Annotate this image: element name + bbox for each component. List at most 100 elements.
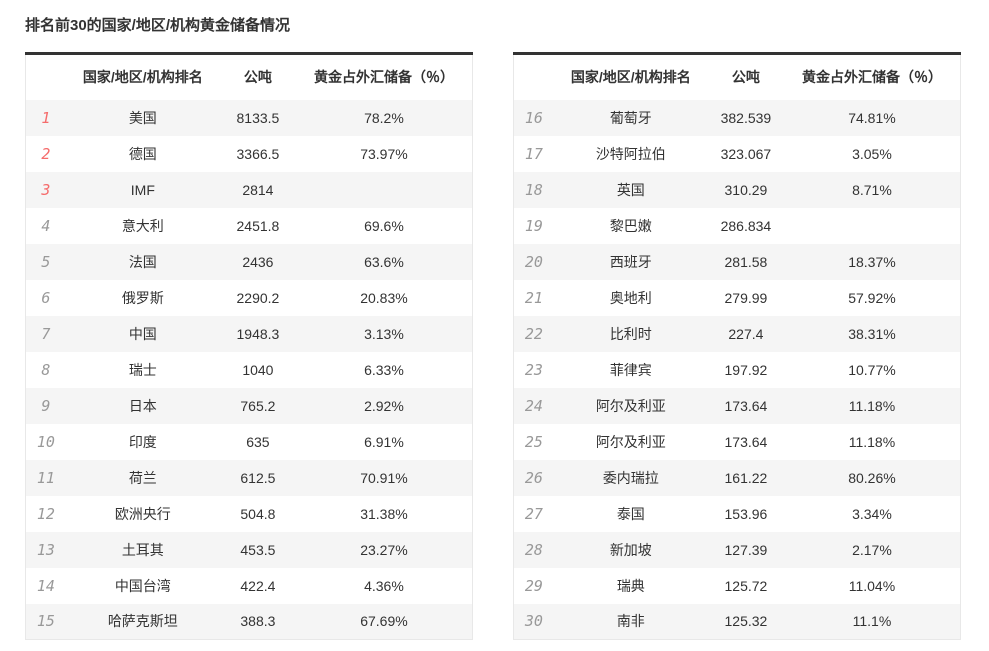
table-row: 14 中国台湾 422.4 4.36% [26, 568, 473, 604]
tonnes-cell: 153.96 [724, 505, 768, 522]
tonnes-column-header: 公吨 [219, 53, 296, 100]
percent-cell: 11.04% [848, 577, 896, 594]
percent-cell: 57.92% [848, 289, 896, 306]
tonnes-cell: 323.067 [720, 145, 772, 162]
percent-cell: 3.13% [295, 315, 473, 352]
percent-cell: 31.38% [360, 505, 408, 522]
rank-cell: 7 [25, 315, 66, 352]
rank-cell: 10 [36, 432, 55, 451]
table-row: 21 奥地利 279.99 57.92% [514, 280, 961, 316]
rank-cell: 3 [25, 171, 66, 208]
percent-cell: 74.81% [783, 99, 961, 136]
tonnes-cell: 635 [246, 433, 270, 450]
percent-cell: 67.69% [295, 603, 473, 640]
tonnes-cell: 765.2 [219, 387, 296, 424]
country-name-cell: 土耳其 [65, 531, 220, 568]
country-name-cell: 菲律宾 [609, 361, 652, 378]
country-name-cell: 新加坡 [553, 531, 708, 568]
percent-cell: 78.2% [295, 99, 473, 136]
country-name-cell: 印度 [128, 433, 157, 450]
table-row: 18 英国 310.29 8.71% [513, 171, 961, 208]
tonnes-cell: 173.64 [724, 433, 768, 450]
table-row: 9 日本 765.2 2.92% [25, 387, 473, 424]
tonnes-cell: 382.539 [707, 99, 784, 136]
percent-cell: 2.92% [295, 387, 473, 424]
rank-column-header [513, 53, 554, 100]
country-name-cell: 南非 [553, 603, 708, 640]
table-body: 16 葡萄牙 382.539 74.81% 17 沙特阿拉伯 323.067 3… [513, 99, 961, 640]
rank-cell: 24 [513, 387, 554, 424]
tonnes-cell: 197.92 [724, 361, 768, 378]
rank-cell: 8 [41, 360, 51, 379]
percent-cell [295, 171, 473, 208]
table-row: 7 中国 1948.3 3.13% [25, 315, 473, 352]
tonnes-cell: 281.58 [707, 243, 784, 280]
rank-cell: 6 [41, 288, 51, 307]
table-row: 20 西班牙 281.58 18.37% [513, 243, 961, 280]
tonnes-cell: 125.32 [707, 603, 784, 640]
percent-cell: 11.1% [783, 603, 961, 640]
country-name-cell: 德国 [128, 145, 157, 162]
rank-cell: 23 [524, 360, 543, 379]
table-row: 1 美国 8133.5 78.2% [25, 99, 473, 136]
table-row: 27 泰国 153.96 3.34% [514, 496, 961, 532]
rank-cell: 4 [41, 216, 51, 235]
tables-wrapper: 国家/地区/机构排名 公吨 黄金占外汇储备（％） 1 美国 8133.5 78.… [25, 52, 989, 640]
percent-cell: 2.17% [783, 531, 961, 568]
table-row: 11 荷兰 612.5 70.91% [25, 459, 473, 496]
country-name-cell: 西班牙 [553, 243, 708, 280]
percent-cell: 10.77% [848, 361, 896, 378]
rank-cell: 17 [524, 144, 543, 163]
percent-cell: 38.31% [783, 315, 961, 352]
table-row: 15 哈萨克斯坦 388.3 67.69% [25, 603, 473, 640]
country-name-cell: 黎巴嫩 [609, 217, 652, 234]
rank-cell: 22 [513, 315, 554, 352]
country-name-cell: 美国 [65, 99, 220, 136]
header-row: 国家/地区/机构排名 公吨 黄金占外汇储备（％） [513, 53, 961, 100]
tonnes-cell: 453.5 [219, 531, 296, 568]
tonnes-cell: 3366.5 [236, 145, 280, 162]
country-name-cell: 日本 [65, 387, 220, 424]
tonnes-cell: 504.8 [240, 505, 276, 522]
country-name-cell: 中国台湾 [114, 577, 171, 594]
percent-cell: 11.18% [848, 433, 896, 450]
tonnes-cell: 2451.8 [236, 217, 280, 234]
country-name-cell: 欧洲央行 [114, 505, 171, 522]
percent-cell: 4.36% [364, 577, 404, 594]
tonnes-cell: 286.834 [720, 217, 772, 234]
rank-cell: 27 [524, 504, 543, 523]
table-row: 8 瑞士 1040 6.33% [26, 352, 473, 388]
tonnes-cell: 2814 [219, 171, 296, 208]
tonnes-cell: 127.39 [707, 531, 784, 568]
table-row: 4 意大利 2451.8 69.6% [26, 208, 473, 244]
rank-cell: 28 [513, 531, 554, 568]
tonnes-cell: 310.29 [707, 171, 784, 208]
table-row: 25 阿尔及利亚 173.64 11.18% [514, 424, 961, 460]
table-row: 16 葡萄牙 382.539 74.81% [513, 99, 961, 136]
country-name-cell: 瑞士 [128, 361, 157, 378]
country-name-cell: 哈萨克斯坦 [65, 603, 220, 640]
rank-cell: 20 [513, 243, 554, 280]
percent-cell: 73.97% [360, 145, 408, 162]
country-name-cell: 比利时 [553, 315, 708, 352]
table-row: 17 沙特阿拉伯 323.067 3.05% [514, 136, 961, 172]
tonnes-cell: 8133.5 [219, 99, 296, 136]
table-row: 22 比利时 227.4 38.31% [513, 315, 961, 352]
country-name-cell: 法国 [65, 243, 220, 280]
tonnes-cell: 612.5 [219, 459, 296, 496]
rank-cell: 26 [513, 459, 554, 496]
table-row: 28 新加坡 127.39 2.17% [513, 531, 961, 568]
table-row: 3 IMF 2814 [25, 171, 473, 208]
gold-reserves-table-ranks-1-15: 国家/地区/机构排名 公吨 黄金占外汇储备（％） 1 美国 8133.5 78.… [25, 52, 473, 640]
tonnes-cell: 125.72 [724, 577, 768, 594]
table-row: 10 印度 635 6.91% [26, 424, 473, 460]
rank-cell: 14 [36, 576, 55, 595]
country-name-cell: 中国 [65, 315, 220, 352]
rank-cell: 19 [524, 216, 543, 235]
percent-cell: 20.83% [360, 289, 408, 306]
percent-cell: 8.71% [783, 171, 961, 208]
rank-cell: 16 [513, 99, 554, 136]
rank-cell: 13 [25, 531, 66, 568]
tonnes-cell: 2290.2 [236, 289, 280, 306]
gold-reserves-table-ranks-16-30: 国家/地区/机构排名 公吨 黄金占外汇储备（％） 16 葡萄牙 382.539 … [513, 52, 961, 640]
